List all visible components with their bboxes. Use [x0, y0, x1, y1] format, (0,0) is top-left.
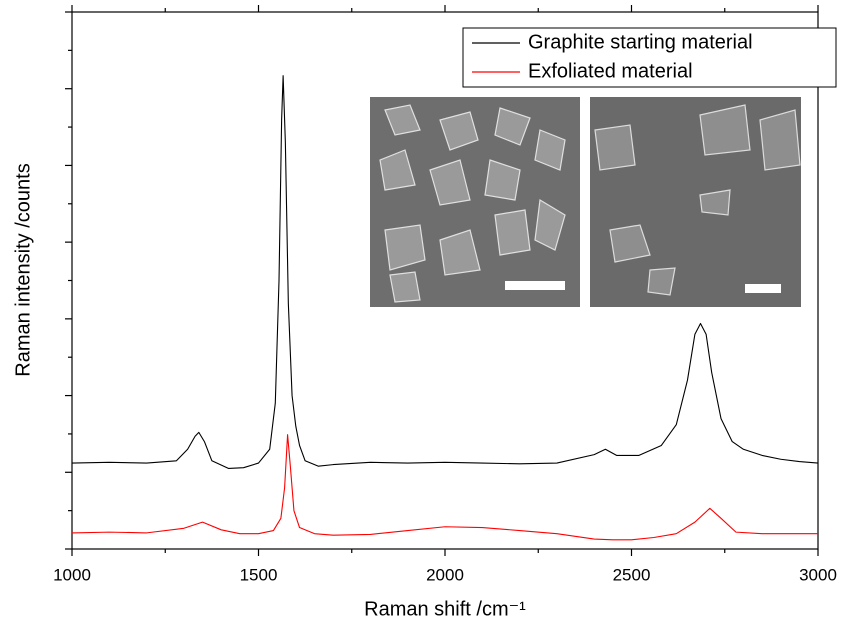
x-tick-label: 2500	[613, 565, 651, 584]
x-tick-label: 1000	[53, 565, 91, 584]
x-tick-label: 3000	[799, 565, 837, 584]
legend: Graphite starting material Exfoliated mat…	[463, 28, 836, 87]
inset-right	[590, 97, 801, 307]
x-tick-label: 1500	[240, 565, 278, 584]
y-axis-label: Raman intensity /counts	[12, 163, 34, 376]
x-axis-label: Raman shift /cm⁻¹	[364, 598, 526, 620]
inset-left	[370, 97, 580, 307]
series-line	[72, 435, 818, 540]
legend-label: Exfoliated material	[528, 60, 693, 82]
legend-label: Graphite starting material	[528, 31, 753, 53]
chart: Raman shift /cm⁻¹ Raman intensity /count…	[0, 0, 843, 626]
x-tick-label: 2000	[426, 565, 464, 584]
